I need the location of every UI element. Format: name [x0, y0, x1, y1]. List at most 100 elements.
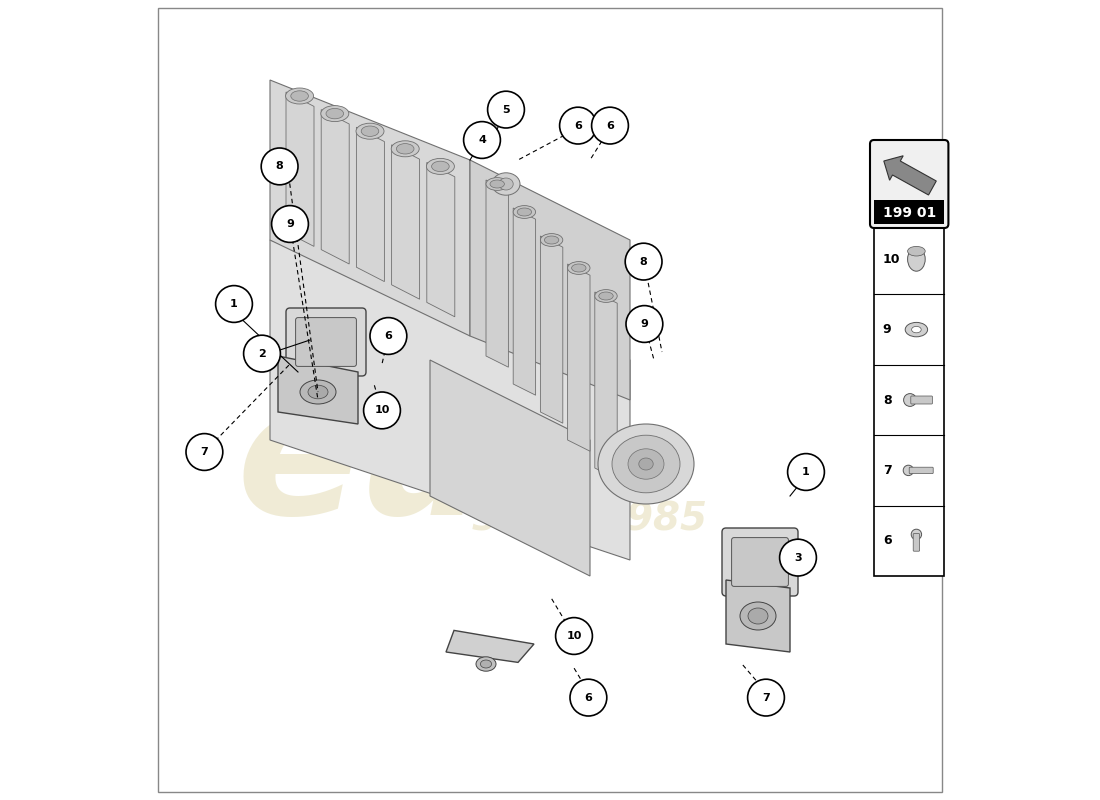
Circle shape [748, 679, 784, 716]
FancyBboxPatch shape [732, 538, 789, 586]
Text: 10: 10 [374, 406, 389, 415]
Ellipse shape [598, 424, 694, 504]
Text: 9: 9 [883, 323, 891, 336]
Ellipse shape [544, 236, 559, 244]
Circle shape [261, 148, 298, 185]
Text: 8: 8 [640, 257, 648, 266]
Circle shape [463, 122, 500, 158]
Text: 1: 1 [230, 299, 238, 309]
Ellipse shape [300, 380, 336, 404]
Ellipse shape [598, 292, 613, 300]
Text: 8: 8 [276, 162, 284, 171]
Polygon shape [446, 630, 534, 662]
FancyBboxPatch shape [911, 396, 933, 404]
Ellipse shape [568, 262, 590, 274]
Polygon shape [470, 160, 630, 400]
Ellipse shape [908, 246, 925, 256]
Polygon shape [726, 580, 790, 652]
Polygon shape [286, 92, 313, 246]
Ellipse shape [326, 108, 343, 119]
Ellipse shape [431, 161, 449, 172]
FancyBboxPatch shape [874, 224, 945, 576]
Circle shape [780, 539, 816, 576]
FancyBboxPatch shape [286, 308, 366, 376]
Ellipse shape [286, 88, 313, 104]
Ellipse shape [748, 608, 768, 624]
Text: 3: 3 [794, 553, 802, 562]
Circle shape [625, 243, 662, 280]
Ellipse shape [911, 530, 922, 539]
Ellipse shape [905, 322, 927, 337]
Ellipse shape [540, 234, 563, 246]
FancyBboxPatch shape [722, 528, 798, 596]
Circle shape [272, 206, 308, 242]
Circle shape [560, 107, 596, 144]
Polygon shape [392, 145, 419, 299]
Ellipse shape [498, 178, 514, 190]
Text: 7: 7 [762, 693, 770, 702]
FancyBboxPatch shape [910, 467, 933, 474]
Circle shape [364, 392, 400, 429]
FancyBboxPatch shape [870, 140, 948, 228]
FancyBboxPatch shape [296, 318, 356, 366]
Ellipse shape [490, 180, 505, 188]
Polygon shape [486, 180, 508, 367]
Polygon shape [356, 127, 384, 282]
Ellipse shape [639, 458, 653, 470]
Circle shape [592, 107, 628, 144]
Circle shape [186, 434, 223, 470]
FancyBboxPatch shape [913, 534, 920, 551]
Circle shape [216, 286, 252, 322]
Text: 2: 2 [258, 349, 266, 358]
Text: 6: 6 [883, 534, 891, 547]
Text: 6: 6 [574, 121, 582, 130]
Ellipse shape [481, 660, 492, 668]
Polygon shape [568, 264, 590, 451]
Text: 8: 8 [883, 394, 891, 406]
Ellipse shape [308, 385, 328, 399]
Text: a passion
since 1985: a passion since 1985 [473, 455, 707, 537]
Ellipse shape [612, 435, 680, 493]
Ellipse shape [492, 173, 520, 195]
Ellipse shape [396, 143, 414, 154]
Text: 10: 10 [883, 253, 900, 266]
Polygon shape [595, 292, 617, 479]
FancyArrow shape [883, 156, 936, 195]
Ellipse shape [740, 602, 776, 630]
Ellipse shape [595, 290, 617, 302]
Text: 4: 4 [478, 135, 486, 145]
Ellipse shape [290, 90, 308, 102]
Polygon shape [514, 208, 536, 395]
Text: 1: 1 [802, 467, 810, 477]
Polygon shape [278, 356, 358, 424]
Ellipse shape [517, 208, 531, 216]
Polygon shape [430, 360, 590, 576]
Polygon shape [540, 236, 563, 423]
Text: 10: 10 [566, 631, 582, 641]
Polygon shape [270, 80, 470, 336]
Circle shape [487, 91, 525, 128]
Ellipse shape [908, 247, 925, 271]
Circle shape [243, 335, 280, 372]
Ellipse shape [514, 206, 536, 218]
Ellipse shape [572, 264, 586, 272]
Circle shape [556, 618, 593, 654]
Ellipse shape [361, 126, 378, 137]
Text: eur: eur [236, 376, 576, 552]
Text: 6: 6 [385, 331, 393, 341]
Text: 6: 6 [584, 693, 592, 702]
Ellipse shape [321, 106, 349, 122]
Ellipse shape [628, 449, 664, 479]
Circle shape [370, 318, 407, 354]
Ellipse shape [903, 394, 916, 406]
Circle shape [570, 679, 607, 716]
FancyBboxPatch shape [874, 200, 945, 224]
Text: 9: 9 [286, 219, 294, 229]
Text: 9: 9 [640, 319, 648, 329]
Circle shape [626, 306, 663, 342]
Polygon shape [270, 240, 630, 560]
Ellipse shape [486, 178, 508, 190]
Ellipse shape [427, 158, 454, 174]
Text: 199 01: 199 01 [882, 206, 936, 220]
Ellipse shape [356, 123, 384, 139]
